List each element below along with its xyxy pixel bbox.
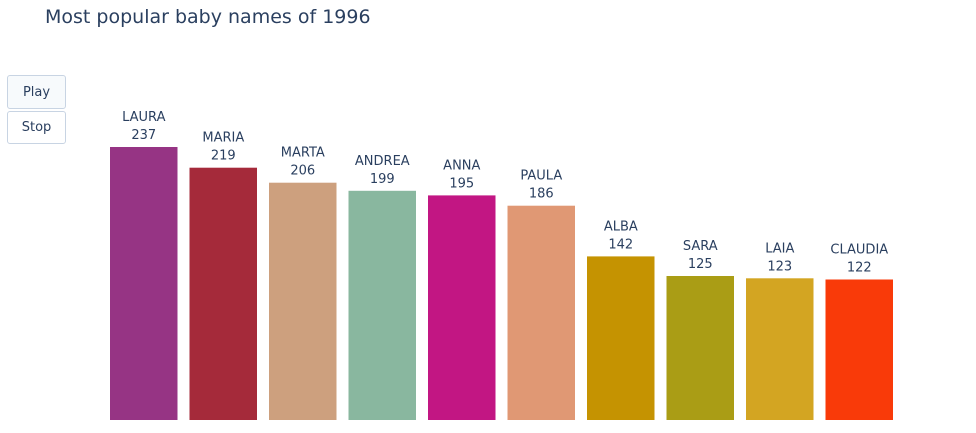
bar-value-andrea: 199: [370, 172, 395, 187]
bar-label-marta: MARTA: [281, 146, 325, 161]
bar-label-paula: PAULA: [520, 169, 562, 184]
bar-sara[interactable]: [666, 276, 735, 420]
bar-label-andrea: ANDREA: [355, 154, 410, 169]
bar-paula[interactable]: [507, 205, 576, 420]
bar-value-laia: 123: [767, 259, 792, 274]
bar-anna[interactable]: [428, 195, 496, 420]
bar-laura[interactable]: [110, 147, 178, 420]
bar-label-laia: LAIA: [765, 241, 794, 256]
play-button[interactable]: Play: [7, 75, 66, 109]
bar-laia[interactable]: [746, 278, 814, 420]
bar-andrea[interactable]: [348, 190, 417, 420]
bar-value-anna: 195: [449, 176, 474, 191]
bar-value-paula: 186: [529, 187, 554, 202]
bar-value-marta: 206: [290, 164, 315, 179]
bar-label-claudia: CLAUDIA: [830, 243, 888, 258]
bar-marta[interactable]: [269, 182, 337, 420]
bar-value-claudia: 122: [847, 261, 872, 276]
bar-value-sara: 125: [688, 257, 713, 272]
bar-label-maria: MARIA: [202, 131, 244, 146]
bar-value-maria: 219: [211, 149, 236, 164]
bar-alba[interactable]: [587, 256, 655, 420]
chart-title: Most popular baby names of 1996: [45, 6, 371, 28]
bar-maria[interactable]: [189, 167, 258, 420]
stop-button[interactable]: Stop: [7, 111, 66, 144]
bar-value-alba: 142: [608, 237, 633, 252]
bar-label-alba: ALBA: [604, 219, 638, 234]
bar-label-laura: LAURA: [122, 110, 165, 125]
bar-value-laura: 237: [131, 128, 156, 143]
bar-label-anna: ANNA: [443, 158, 480, 173]
bar-claudia[interactable]: [825, 279, 894, 421]
bar-label-sara: SARA: [683, 239, 718, 254]
